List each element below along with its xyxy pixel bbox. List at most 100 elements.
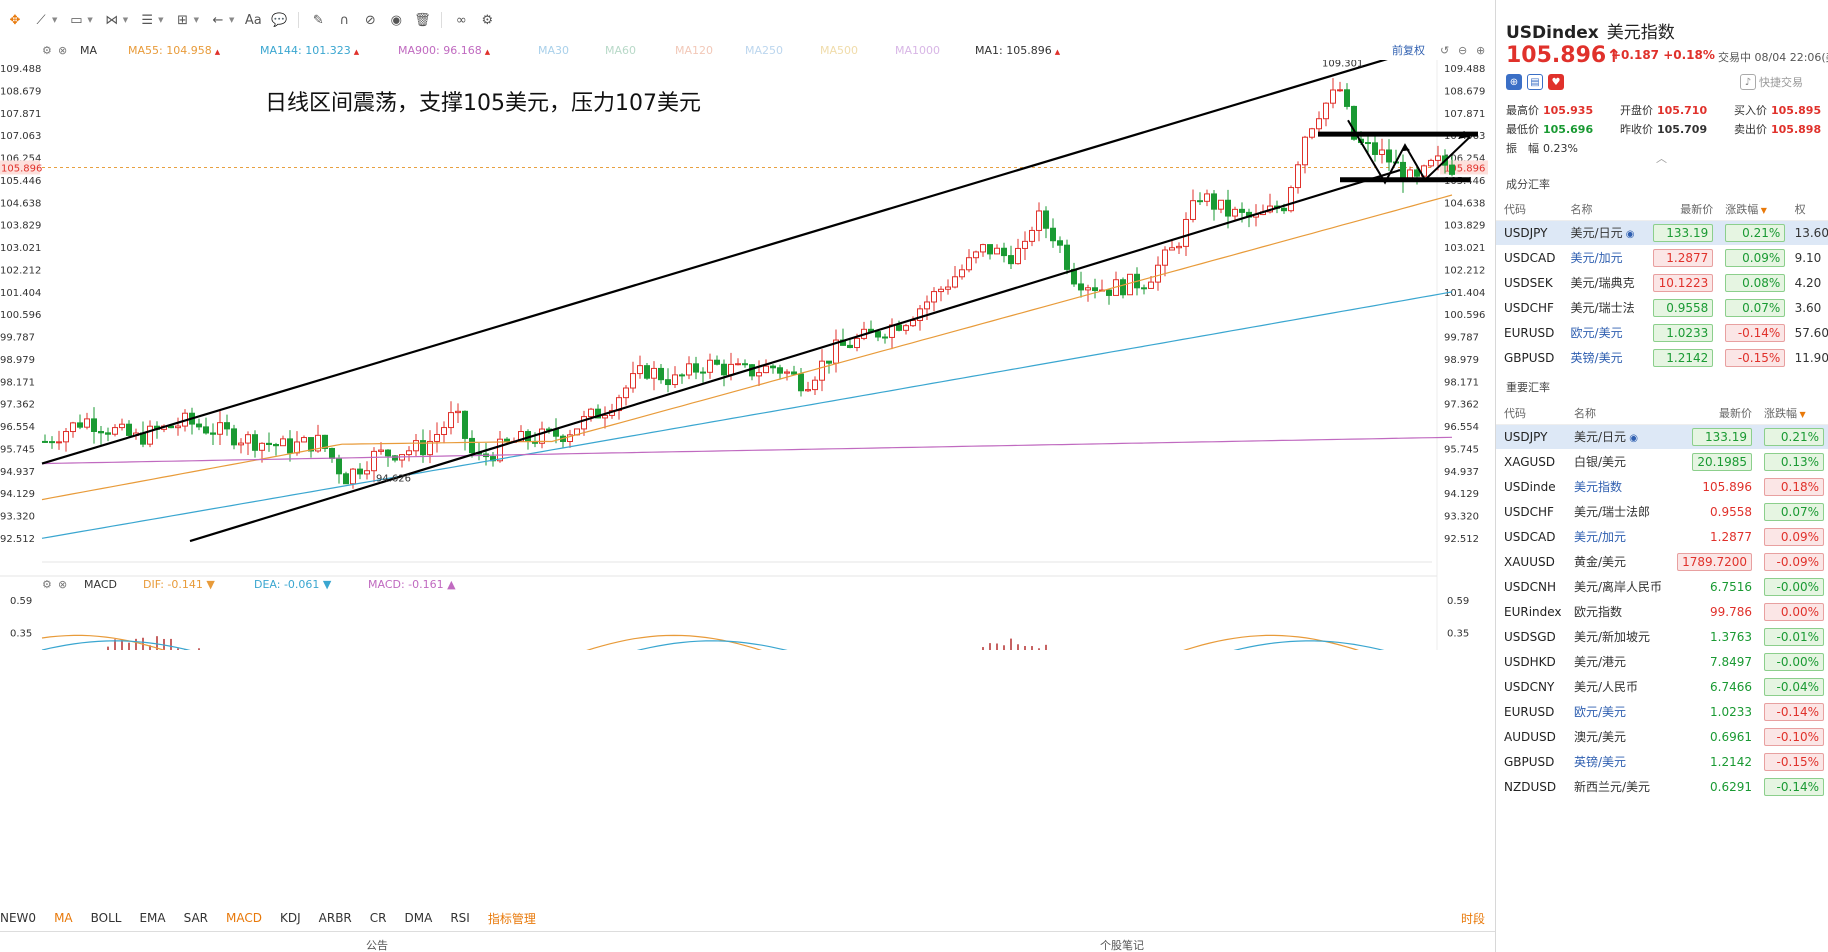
zoom-in-icon[interactable]: ⊕	[1476, 43, 1486, 57]
chevron-down-icon[interactable]: ▼	[122, 16, 129, 24]
col-pct[interactable]: 涨跌幅 ▼	[1756, 402, 1828, 425]
candle-body	[42, 440, 48, 443]
table-row[interactable]: EURindex 欧元指数 99.786 0.00%	[1496, 599, 1828, 624]
tab-ema[interactable]: EMA	[139, 911, 166, 925]
eye-icon[interactable]: ◉	[390, 12, 403, 28]
table-row[interactable]: USDCHF 美元/瑞士法郎 0.9558 0.07%	[1496, 499, 1828, 524]
pencil-icon[interactable]: ✎	[312, 12, 324, 28]
tab-new0[interactable]: NEW0	[0, 911, 37, 925]
candle-body	[1169, 247, 1175, 251]
quick-trade-button[interactable]: 快捷交易	[1759, 76, 1803, 89]
chart-area[interactable]: 109.488 109.488 108.679 108.679 107.871 107.8…	[0, 54, 1495, 860]
time-period-button[interactable]: 时段	[1460, 911, 1485, 926]
table-row[interactable]: USDJPY 美元/日元 ◉ 133.19 0.21% 13.60	[1496, 220, 1828, 245]
text-icon[interactable]: Aa	[244, 12, 262, 28]
trash-icon[interactable]: 🗑	[414, 12, 431, 28]
tab-indicator-manage[interactable]: 指标管理	[487, 911, 536, 926]
candle-body	[875, 331, 881, 338]
table-row[interactable]: XAUUSD 黄金/美元 1789.7200 -0.09%	[1496, 549, 1828, 574]
heart-icon[interactable]: ♥	[1548, 74, 1564, 90]
table-row[interactable]: USDinde 美元指数 105.896 0.18%	[1496, 474, 1828, 499]
lines-icon[interactable]: ☰	[141, 12, 153, 28]
table-row[interactable]: USDCHF 美元/瑞士法 0.9558 0.07% 3.60	[1496, 295, 1828, 320]
candle-body	[763, 365, 769, 374]
table-row[interactable]: USDSGD 美元/新加坡元 1.3763 -0.01%	[1496, 624, 1828, 649]
table-row[interactable]: USDCAD 美元/加元 1.2877 0.09% 9.10	[1496, 245, 1828, 270]
major-rates-table: 代码 名称 最新价 涨跌幅 ▼ USDJPY 美元/日元 ◉ 133.19 0.21%…	[1496, 402, 1828, 799]
tab-ma[interactable]: MA	[54, 911, 73, 925]
tab-cr[interactable]: CR	[369, 911, 387, 925]
fork-icon[interactable]: ⋈	[105, 12, 119, 28]
table-row[interactable]: EURUSD 欧元/美元 1.0233 -0.14%	[1496, 699, 1828, 724]
table-row[interactable]: GBPUSD 英镑/美元 1.2142 -0.15%	[1496, 749, 1828, 774]
candle-body	[266, 442, 272, 445]
table-row[interactable]: USDHKD 美元/港元 7.8497 -0.00%	[1496, 649, 1828, 674]
tab-macd[interactable]: MACD	[226, 911, 262, 925]
chevron-down-icon[interactable]: ▼	[87, 16, 93, 24]
tab-kdj[interactable]: KDJ	[280, 911, 301, 925]
y-tick-right: 101.404	[1444, 288, 1485, 299]
comment-icon[interactable]: 💬	[271, 12, 288, 28]
note-icon[interactable]: ▤	[1527, 74, 1543, 90]
col-pct[interactable]: 涨跌幅 ▼	[1717, 198, 1787, 221]
link-icon[interactable]: ∞	[455, 12, 467, 28]
reset-icon[interactable]: ↺	[1440, 43, 1450, 57]
restore-button[interactable]: 前复权	[1392, 44, 1425, 57]
ma55-line	[41, 194, 1453, 501]
chevron-up-icon[interactable]: ︿	[1656, 152, 1667, 165]
table-row[interactable]: USDCNY 美元/人民币 6.7466 -0.04%	[1496, 674, 1828, 699]
bell-icon[interactable]: ♪	[1740, 74, 1756, 90]
trading-status: 交易中 08/04 22:06(美	[1718, 51, 1828, 64]
magnet-icon[interactable]: ∩	[339, 12, 350, 28]
table-row[interactable]: AUDUSD 澳元/美元 0.6961 -0.10%	[1496, 724, 1828, 749]
row-name: 美元/加元	[1574, 530, 1627, 544]
globe-icon[interactable]: ⊕	[1506, 74, 1522, 90]
ma55-label: MA55: 104.958 ▲	[128, 43, 221, 57]
chevron-down-icon[interactable]: ▼	[158, 16, 164, 24]
chevron-down-icon[interactable]: ▼	[52, 16, 58, 24]
target-icon[interactable]: ◉	[1622, 229, 1635, 241]
candle-body	[98, 430, 104, 434]
table-row[interactable]: USDJPY 美元/日元 ◉ 133.19 0.21%	[1496, 424, 1828, 449]
table-row[interactable]: GBPUSD 英镑/美元 1.2142 -0.15% 11.90	[1496, 345, 1828, 370]
y-tick-left: 99.787	[0, 333, 35, 344]
y-tick-right: 95.745	[1444, 444, 1479, 455]
candle-body	[728, 363, 734, 376]
gear-icon[interactable]: ⚙	[42, 43, 52, 57]
candle-body	[1330, 89, 1336, 104]
chevron-down-icon[interactable]: ▼	[228, 16, 235, 24]
undo-icon[interactable]: ←	[212, 12, 224, 28]
target-icon[interactable]: ◉	[1626, 433, 1638, 445]
table-row[interactable]: EURUSD 欧元/美元 1.0233 -0.14% 57.60	[1496, 320, 1828, 345]
candle-body	[938, 288, 944, 293]
y-tick-left: 93.320	[0, 512, 35, 523]
crosshair-icon[interactable]: ✥	[9, 12, 21, 28]
tab-arbr[interactable]: ARBR	[318, 911, 352, 925]
measure-icon[interactable]: ⊞	[177, 12, 189, 28]
table-row[interactable]: USDCNH 美元/离岸人民币 6.7516 -0.00%	[1496, 574, 1828, 599]
trendline-icon[interactable]: ⟋	[36, 12, 46, 28]
chevron-down-icon[interactable]: ▼	[193, 16, 199, 24]
rect-icon[interactable]: ▭	[70, 12, 83, 28]
close-icon[interactable]: ⊗	[58, 43, 68, 57]
lock-icon[interactable]: ⊘	[364, 12, 376, 28]
tab-notes[interactable]: 个股笔记	[1100, 939, 1144, 952]
stat-bid: 买入价 105.895	[1734, 104, 1822, 117]
tab-boll[interactable]: BOLL	[90, 911, 122, 925]
zoom-out-icon[interactable]: ⊖	[1458, 43, 1468, 57]
price-chart[interactable]: 109.488 109.488 108.679 108.679 107.871 107.8…	[0, 54, 1495, 860]
row-code: XAUUSD	[1504, 554, 1555, 569]
candle-body	[819, 360, 825, 381]
settings-icon[interactable]: ⚙	[481, 12, 494, 28]
tab-dma[interactable]: DMA	[404, 911, 433, 925]
chart-annotation: 日线区间震荡，支撑105美元，压力107美元	[265, 91, 701, 116]
table-row[interactable]: NZDUSD 新西兰元/美元 0.6291 -0.14%	[1496, 774, 1828, 799]
tab-announcements[interactable]: 公告	[366, 939, 388, 952]
tab-rsi[interactable]: RSI	[450, 911, 470, 925]
table-row[interactable]: USDCAD 美元/加元 1.2877 0.09%	[1496, 524, 1828, 549]
table-row[interactable]: USDSEK 美元/瑞典克 10.1223 0.08% 4.20	[1496, 270, 1828, 295]
table-row[interactable]: XAGUSD 白银/美元 20.1985 0.13%	[1496, 449, 1828, 474]
tab-sar[interactable]: SAR	[183, 911, 209, 925]
row-weight: 57.60	[1794, 325, 1828, 340]
